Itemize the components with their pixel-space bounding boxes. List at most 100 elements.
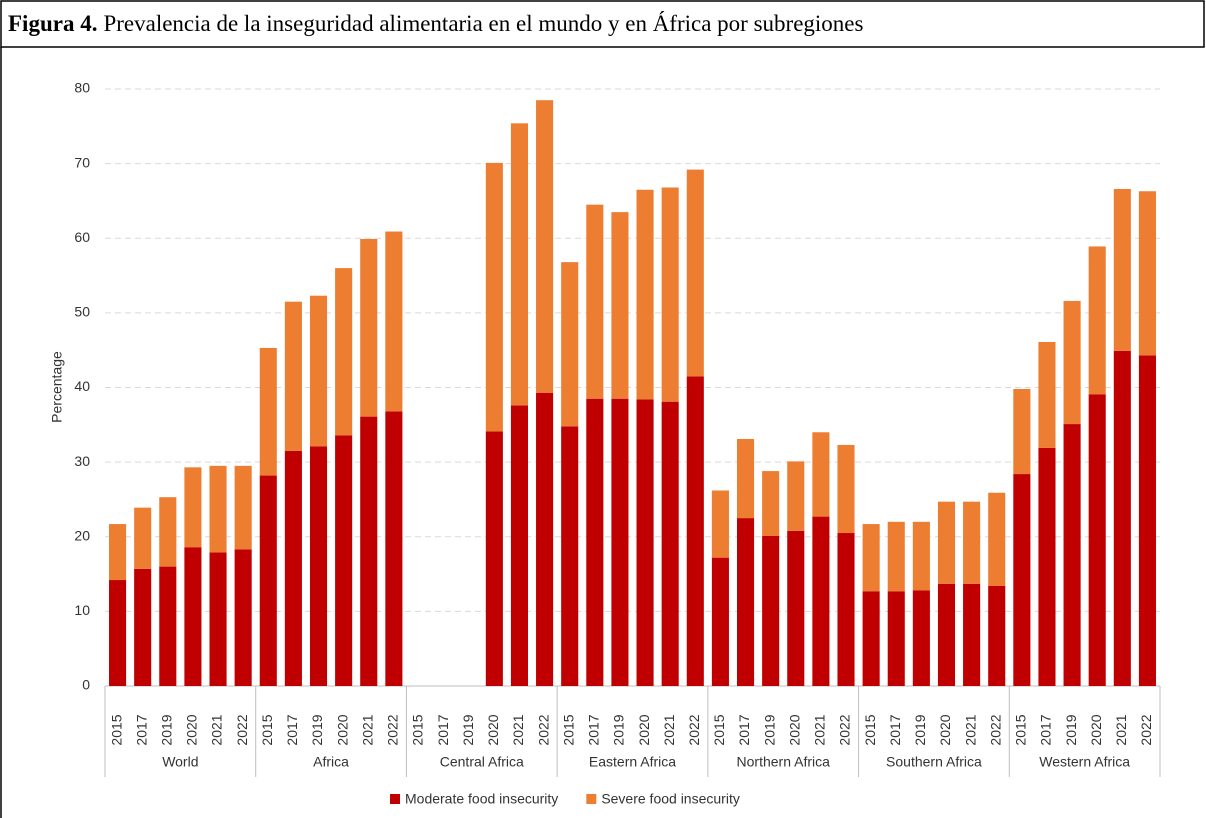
x-tick-label: 2015 xyxy=(711,714,727,745)
title-text: Prevalencia de la inseguridad alimentari… xyxy=(103,11,863,36)
bar-segment xyxy=(1013,474,1031,686)
bar-segment xyxy=(1088,394,1106,686)
bar-segment xyxy=(134,568,152,686)
bar-segment xyxy=(510,123,529,406)
x-tick-label: 2022 xyxy=(234,714,250,745)
y-tick-label: 70 xyxy=(74,154,90,170)
x-tick-label: 2019 xyxy=(761,714,777,745)
bar-segment xyxy=(937,583,956,686)
x-tick-label: 2021 xyxy=(209,714,225,745)
bar-segment xyxy=(284,450,302,686)
bar-segment xyxy=(561,262,579,427)
y-tick-label: 0 xyxy=(82,677,90,693)
x-tick-label: 2019 xyxy=(460,714,476,745)
x-tick-label: 2019 xyxy=(159,714,175,745)
legend-swatch xyxy=(586,794,597,804)
x-tick-label: 2017 xyxy=(736,714,752,745)
bar-segment xyxy=(1013,388,1031,475)
bar-segment xyxy=(536,392,554,686)
y-tick-label: 50 xyxy=(74,304,90,320)
group-label: World xyxy=(162,754,198,770)
bar-segment xyxy=(1063,300,1081,425)
x-tick-label: 2022 xyxy=(385,714,401,745)
y-tick-label: 20 xyxy=(74,527,90,543)
x-tick-label: 2019 xyxy=(611,714,627,745)
bar-segment xyxy=(1038,447,1056,686)
x-tick-label: 2022 xyxy=(837,714,853,745)
bar-segment xyxy=(309,446,328,686)
x-tick-label: 2017 xyxy=(284,714,300,745)
bar-segment xyxy=(159,566,177,686)
group-label: Northern Africa xyxy=(737,754,831,770)
y-tick-label: 40 xyxy=(74,378,90,394)
bar-segment xyxy=(109,524,127,581)
legend-label: Moderate food insecurity xyxy=(405,791,558,807)
x-tick-label: 2017 xyxy=(435,714,451,745)
bar-segment xyxy=(837,444,855,534)
x-tick-label: 2021 xyxy=(812,714,828,745)
bar-segment xyxy=(485,431,503,686)
x-tick-label: 2022 xyxy=(1138,714,1154,745)
bar-segment xyxy=(636,189,654,400)
bar-segment xyxy=(988,492,1006,587)
x-tick-label: 2020 xyxy=(636,714,652,745)
bar-segment xyxy=(234,465,252,550)
bar-segment xyxy=(360,416,378,686)
bar-segment xyxy=(762,536,780,686)
bar-segment xyxy=(1113,188,1131,351)
bar-segment xyxy=(711,557,729,686)
x-tick-label: 2015 xyxy=(1013,714,1029,745)
bar-segment xyxy=(787,461,805,531)
x-tick-label: 2021 xyxy=(510,714,526,745)
bar-segment xyxy=(963,501,981,584)
bar-segment xyxy=(259,475,277,686)
y-tick-label: 30 xyxy=(74,453,90,469)
bar-segment xyxy=(1138,355,1156,686)
x-tick-label: 2015 xyxy=(410,714,426,745)
bar-segment xyxy=(360,238,378,417)
bar-segment xyxy=(335,268,353,436)
group-label: Africa xyxy=(313,754,349,770)
x-tick-label: 2019 xyxy=(912,714,928,745)
x-tick-label: 2017 xyxy=(887,714,903,745)
bar-segment xyxy=(1138,191,1156,356)
bar-segment xyxy=(686,169,704,377)
bar-segment xyxy=(887,591,905,686)
x-tick-label: 2017 xyxy=(133,714,149,745)
y-axis-label: Percentage xyxy=(49,351,65,423)
bar-segment xyxy=(159,497,177,567)
x-tick-label: 2020 xyxy=(786,714,802,745)
bar-segment xyxy=(887,521,905,592)
bar-segment xyxy=(536,100,554,393)
bar-segment xyxy=(912,590,930,686)
bar-segment xyxy=(762,471,780,537)
x-tick-label: 2019 xyxy=(1063,714,1079,745)
bar-segment xyxy=(711,490,729,558)
bar-segment xyxy=(661,187,679,402)
bar-segment xyxy=(385,411,403,686)
legend-label: Severe food insecurity xyxy=(601,791,740,807)
bar-segment xyxy=(1088,246,1106,395)
bar-segment xyxy=(134,507,152,569)
y-tick-label: 60 xyxy=(74,229,90,245)
bar-segment xyxy=(209,465,227,553)
x-tick-label: 2020 xyxy=(334,714,350,745)
bar-segment xyxy=(736,518,755,686)
bar-segment xyxy=(1113,350,1131,686)
bar-segment xyxy=(335,435,353,686)
bar-segment xyxy=(912,521,930,591)
bar-segment xyxy=(963,583,981,686)
x-tick-label: 2017 xyxy=(1038,714,1054,745)
bar-segment xyxy=(787,530,805,686)
bar-segment xyxy=(862,591,880,686)
bar-segment xyxy=(1038,341,1056,448)
group-label: Western Africa xyxy=(1039,754,1130,770)
x-tick-label: 2020 xyxy=(937,714,953,745)
bar-segment xyxy=(284,301,302,451)
legend-swatch xyxy=(390,794,400,804)
bar-segment xyxy=(109,580,127,686)
x-tick-label: 2020 xyxy=(184,714,200,745)
bar-segment xyxy=(510,405,529,686)
y-tick-label: 80 xyxy=(74,80,90,96)
title-box xyxy=(0,0,1205,48)
